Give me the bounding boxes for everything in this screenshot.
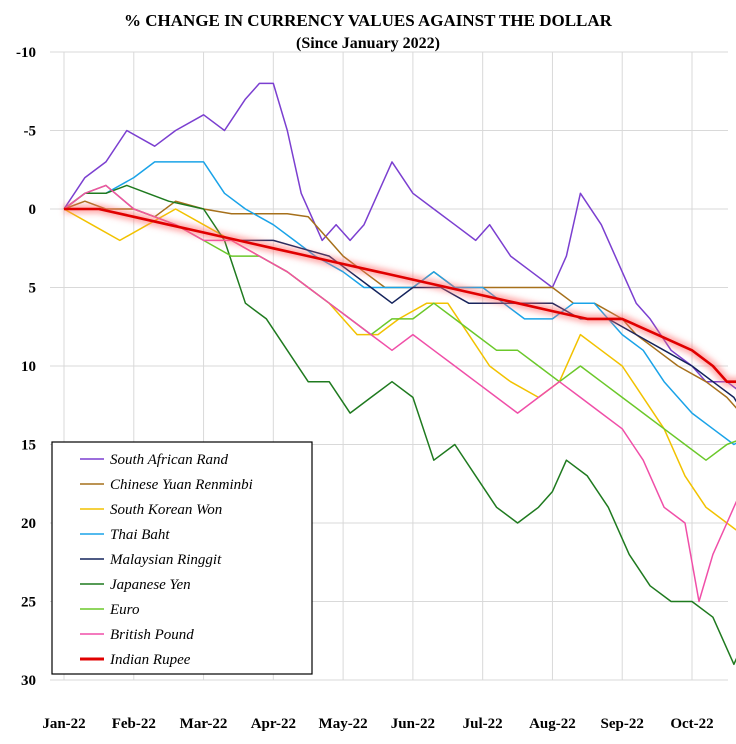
x-tick-label: Feb-22 — [112, 716, 156, 732]
series-line-malaysian-ringgit — [64, 208, 736, 403]
y-tick-label: 25 — [21, 595, 36, 611]
legend-label-thai-baht: Thai Baht — [110, 527, 170, 543]
y-tick-label: 0 — [29, 202, 37, 218]
y-tick-label: -5 — [24, 124, 37, 140]
chart-title: % CHANGE IN CURRENCY VALUES AGAINST THE … — [124, 11, 613, 30]
y-tick-label: 5 — [29, 281, 37, 297]
series-line-south-african-rand — [63, 82, 736, 390]
series-line-japanese-yen — [63, 184, 736, 666]
legend: South African Rand Chinese Yuan Renminbi S… — [51, 441, 313, 675]
x-tick-label: Jul-22 — [463, 716, 503, 732]
legend-label-british-pound: British Pound — [110, 627, 194, 643]
x-tick-label: Apr-22 — [251, 716, 296, 732]
series-line-south-korean-won — [63, 208, 736, 531]
x-tick-label: Jun-22 — [391, 716, 435, 732]
legend-box — [51, 441, 313, 675]
x-tick-label: Jan-22 — [42, 716, 85, 732]
y-tick-label: -10 — [16, 45, 36, 61]
legend-label-japanese-yen: Japanese Yen — [110, 577, 191, 593]
y-axis: -10 -5 0 5 10 15 20 25 30 — [16, 45, 36, 689]
series-layer — [63, 82, 736, 666]
x-tick-label: Sep-22 — [601, 716, 644, 732]
x-tick-label: Aug-22 — [529, 716, 576, 732]
x-axis: Jan-22 Feb-22 Mar-22 Apr-22 May-22 Jun-22 Jul-… — [42, 716, 713, 732]
x-tick-label: Oct-22 — [670, 716, 713, 732]
y-tick-label: 30 — [21, 673, 36, 689]
legend-label-chinese-yuan-renminbi: Chinese Yuan Renminbi — [110, 477, 253, 493]
series-line-indian-rupee — [64, 207, 736, 383]
legend-label-malaysian-ringgit: Malaysian Ringgit — [109, 552, 222, 568]
x-tick-label: Mar-22 — [180, 716, 228, 732]
y-tick-label: 20 — [21, 516, 36, 532]
chart-subtitle: (Since January 2022) — [296, 35, 440, 52]
legend-label-euro: Euro — [109, 602, 140, 618]
legend-label-south-african-rand: South African Rand — [110, 452, 229, 468]
y-tick-label: 15 — [21, 438, 36, 454]
legend-label-south-korean-won: South Korean Won — [110, 502, 222, 518]
y-tick-label: 10 — [21, 359, 36, 375]
series-line-thai-baht — [63, 161, 736, 446]
x-tick-label: May-22 — [319, 716, 368, 732]
legend-label-indian-rupee: Indian Rupee — [109, 652, 191, 668]
